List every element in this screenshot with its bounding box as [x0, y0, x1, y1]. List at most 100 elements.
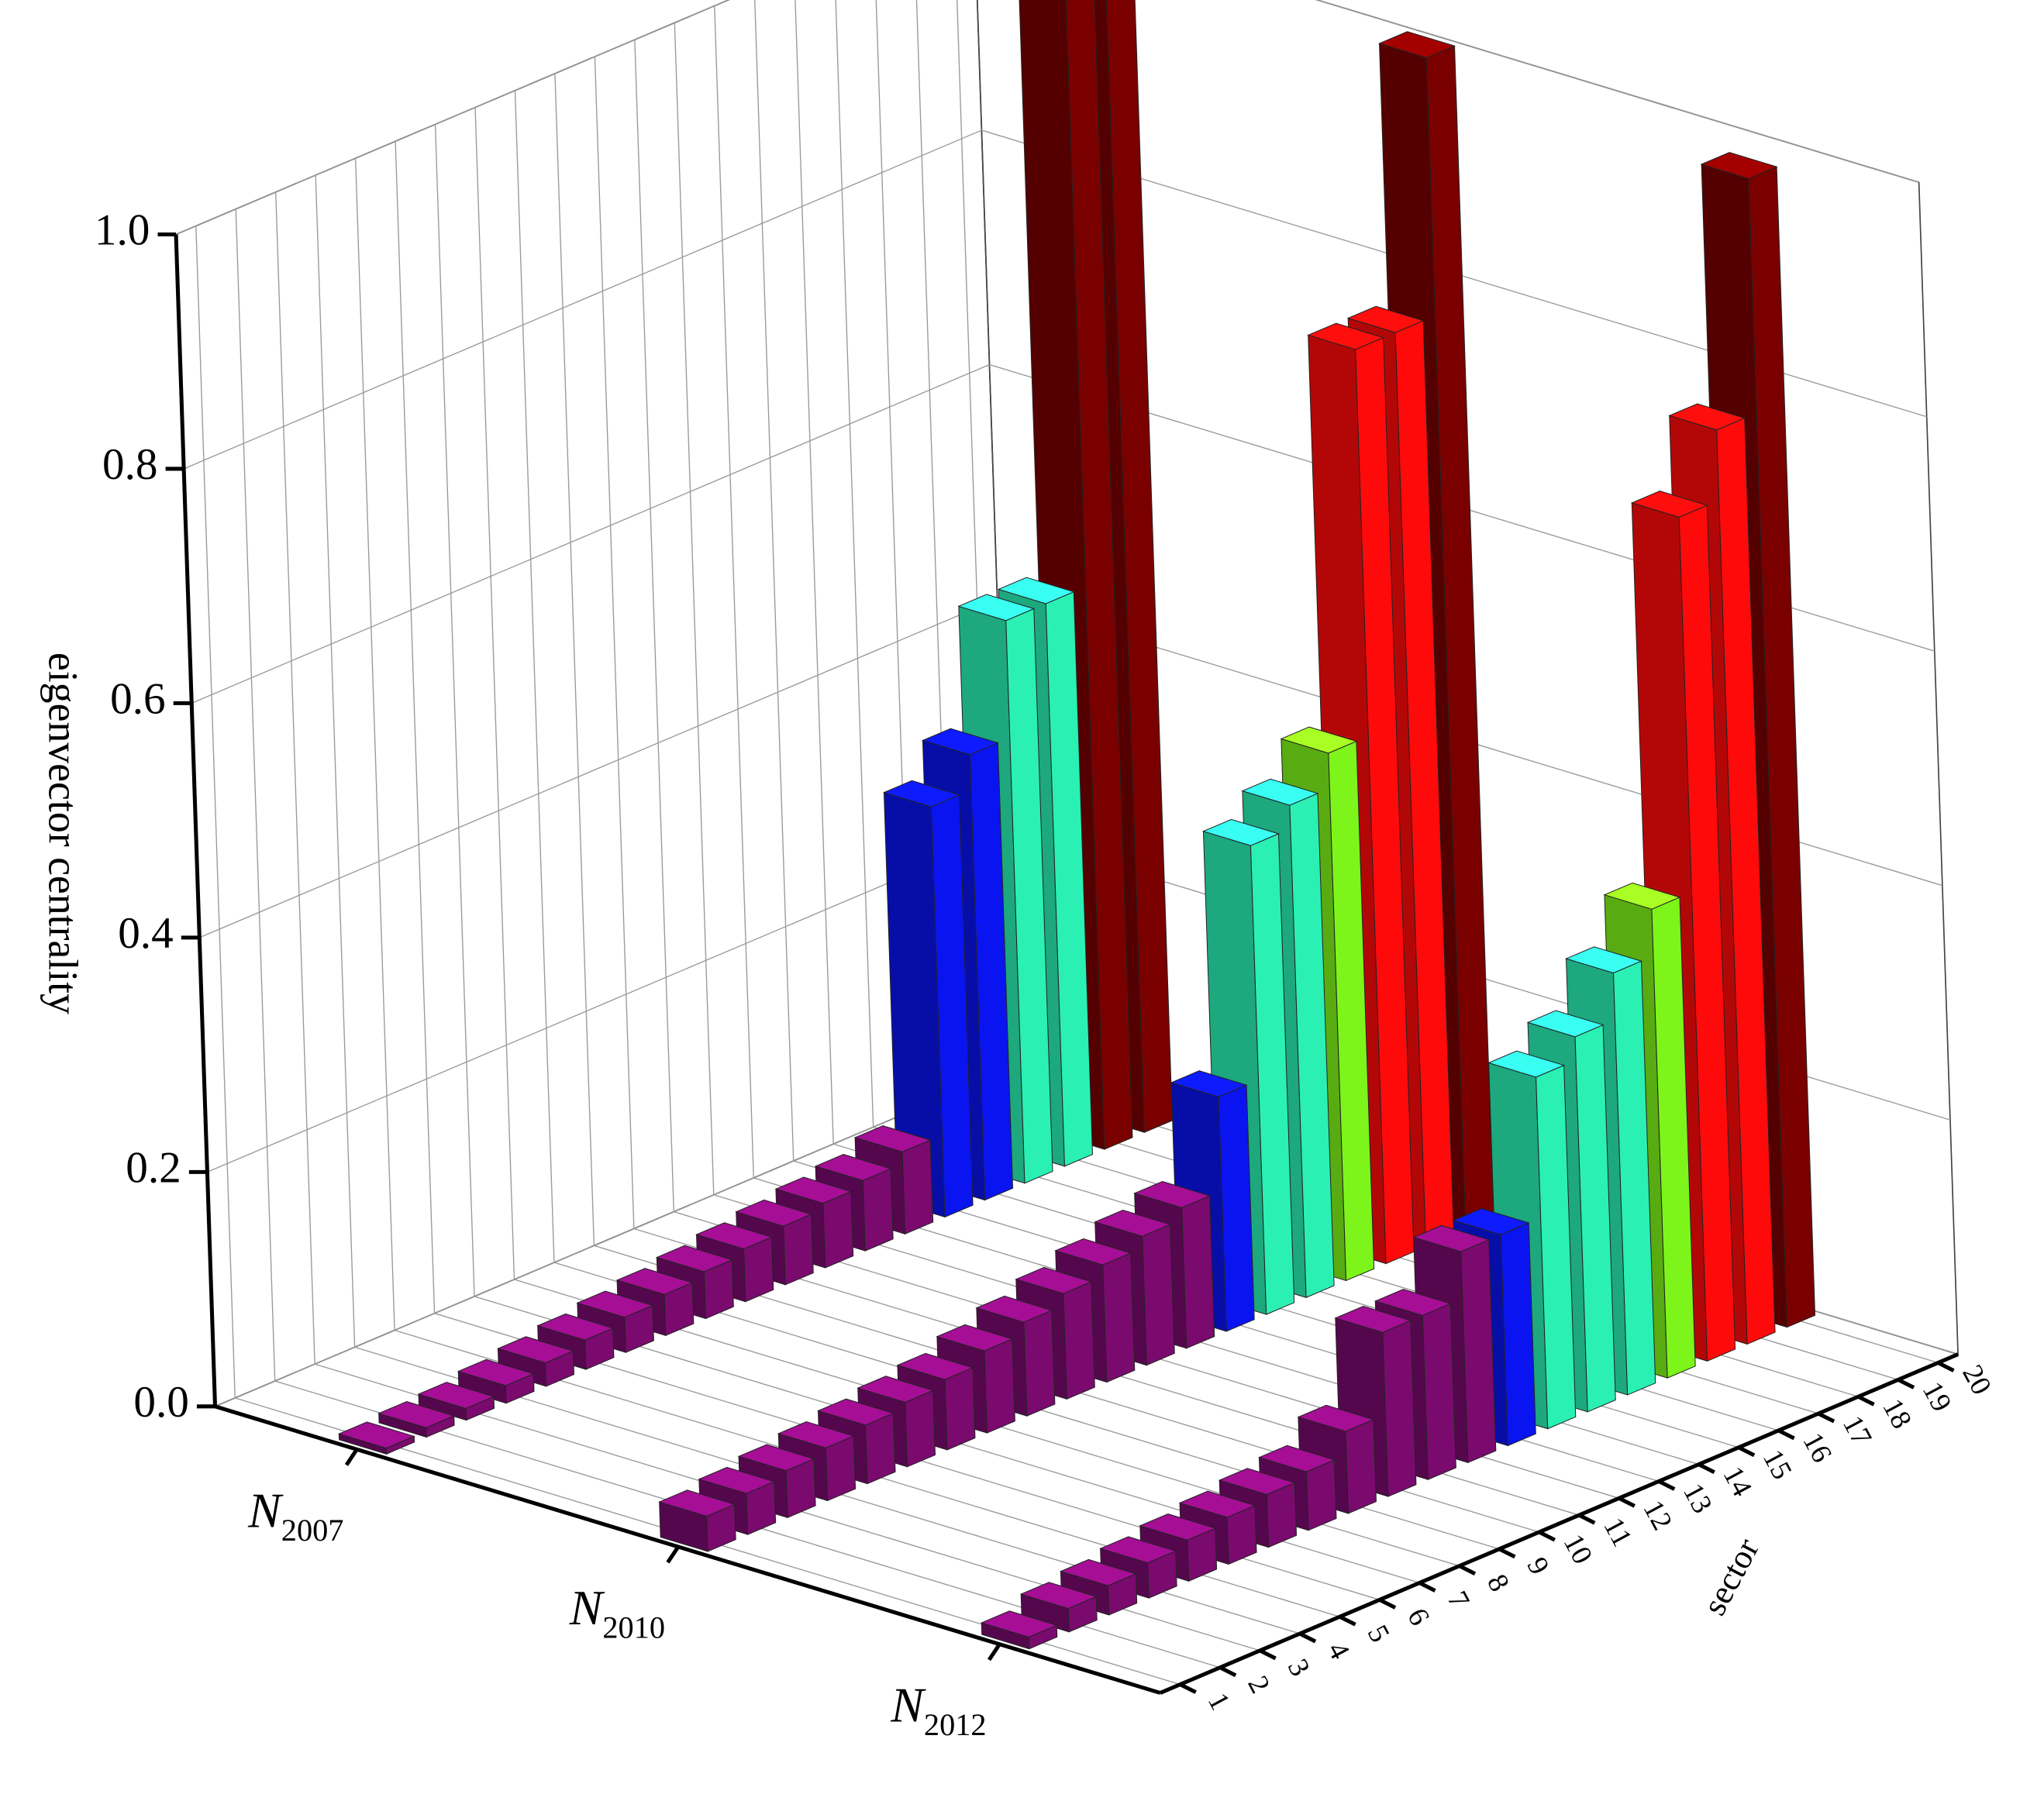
- z-tick-label: 0.2: [126, 1143, 181, 1192]
- bar-top: [1094, 1209, 1172, 1237]
- sector-tick: [1777, 1428, 1795, 1441]
- z-tick-label: 1.0: [95, 206, 150, 255]
- bar-front: [944, 1367, 976, 1451]
- bar-front: [1023, 1310, 1056, 1417]
- grid-line: [754, 0, 795, 1162]
- sector-axis: [1159, 1352, 1960, 1695]
- bar-front: [905, 1389, 936, 1468]
- bar: [417, 1382, 495, 1421]
- grid-line: [835, 0, 874, 1128]
- bar-top: [1346, 305, 1425, 333]
- sector-tick-label: 17: [1837, 1410, 1879, 1451]
- grid-line: [354, 158, 395, 1331]
- bar-top: [655, 1245, 733, 1272]
- bar-top: [1378, 31, 1456, 59]
- bar-top: [1412, 1224, 1491, 1252]
- bar: [377, 1400, 456, 1438]
- bar: [980, 1610, 1058, 1650]
- bar-front: [822, 1190, 854, 1269]
- bar-top: [1630, 491, 1708, 518]
- bar-top: [1280, 726, 1358, 754]
- bar-top: [735, 1199, 813, 1227]
- sector-tick-label: 9: [1521, 1552, 1556, 1580]
- bar-top: [1334, 1305, 1412, 1333]
- sector-tick-label: 20: [1956, 1359, 1998, 1400]
- row-label-name: N: [569, 1580, 605, 1635]
- sector-tick-label: 5: [1362, 1620, 1397, 1648]
- row-label-subscript: 2012: [924, 1707, 987, 1742]
- bar-top: [817, 1398, 894, 1426]
- sector-axis-title: sector: [1696, 1532, 1767, 1621]
- sector-tick: [1259, 1648, 1277, 1661]
- bar-top: [737, 1444, 815, 1472]
- grid-line: [634, 40, 674, 1212]
- bar-front: [1065, 0, 1133, 1150]
- bar: [457, 1358, 535, 1404]
- grid-line: [191, 363, 1935, 704]
- sector-tick: [1378, 1598, 1397, 1610]
- bar-top: [1526, 1010, 1605, 1038]
- bar-front: [1063, 1281, 1095, 1400]
- bar-top: [1603, 882, 1681, 910]
- sector-tick: [1339, 1614, 1356, 1627]
- bar-top: [980, 1610, 1058, 1638]
- z-axis-title: eigenvector centrality: [40, 653, 86, 1014]
- bar-top: [698, 1466, 776, 1494]
- bar: [1019, 1582, 1098, 1633]
- sector-tick: [1817, 1411, 1835, 1424]
- bar-top: [457, 1358, 535, 1386]
- sector-tick: [1937, 1361, 1955, 1372]
- sector-tick: [1737, 1445, 1756, 1458]
- bar-top: [576, 1290, 654, 1318]
- bar-front: [1345, 1418, 1377, 1514]
- bar-top: [777, 1421, 855, 1448]
- sector-tick-label: 13: [1677, 1478, 1719, 1518]
- row-label-subscript: 2010: [602, 1610, 665, 1645]
- sector-tick-label: 10: [1558, 1529, 1600, 1569]
- bar-top: [417, 1382, 495, 1409]
- sector-tick-label: 2: [1242, 1671, 1277, 1699]
- grid-line: [474, 107, 515, 1280]
- bar-top: [957, 594, 1036, 622]
- bar-front: [1181, 1195, 1215, 1349]
- grid-line: [235, 208, 276, 1382]
- bar-top: [1241, 778, 1319, 806]
- row-label-subscript: 2007: [281, 1513, 344, 1548]
- bar-front: [901, 1139, 934, 1235]
- bar-front: [783, 1214, 814, 1286]
- bar-top: [997, 577, 1075, 604]
- sector-tick: [1618, 1496, 1636, 1508]
- sector-tick-label: 12: [1637, 1495, 1679, 1535]
- sector-tick: [1538, 1530, 1556, 1542]
- sector-tick: [1698, 1462, 1715, 1474]
- bar-top: [615, 1268, 694, 1295]
- bar-top: [1218, 1468, 1296, 1496]
- row-label-name: N: [247, 1482, 284, 1538]
- sector-tick: [1498, 1547, 1516, 1559]
- bar-front: [984, 1338, 1015, 1434]
- bar-top: [658, 1489, 736, 1517]
- bar-top: [936, 1324, 1014, 1352]
- sector-tick-label: 15: [1757, 1444, 1799, 1484]
- bar-top: [1099, 1536, 1177, 1564]
- bar-top: [1015, 1266, 1093, 1294]
- row-tick: [344, 1448, 359, 1466]
- grid-line: [514, 90, 555, 1263]
- grid-line: [175, 0, 1919, 236]
- bar: [576, 1290, 654, 1353]
- bar-top: [1054, 1238, 1132, 1266]
- sector-tick-label: 8: [1481, 1569, 1516, 1597]
- grid-line: [275, 191, 315, 1365]
- bar-front: [1106, 0, 1173, 1133]
- z-tick-label: 0.0: [133, 1378, 188, 1427]
- grid-line: [195, 226, 236, 1398]
- bar-top: [1062, 0, 1069, 2]
- bar-front: [864, 1412, 896, 1485]
- bar-top: [1059, 1558, 1137, 1586]
- bar-top: [1374, 1289, 1452, 1316]
- sector-tick-label: 11: [1598, 1512, 1639, 1551]
- bar: [658, 1489, 736, 1552]
- bar: [882, 780, 974, 1218]
- bar-top: [853, 1125, 932, 1152]
